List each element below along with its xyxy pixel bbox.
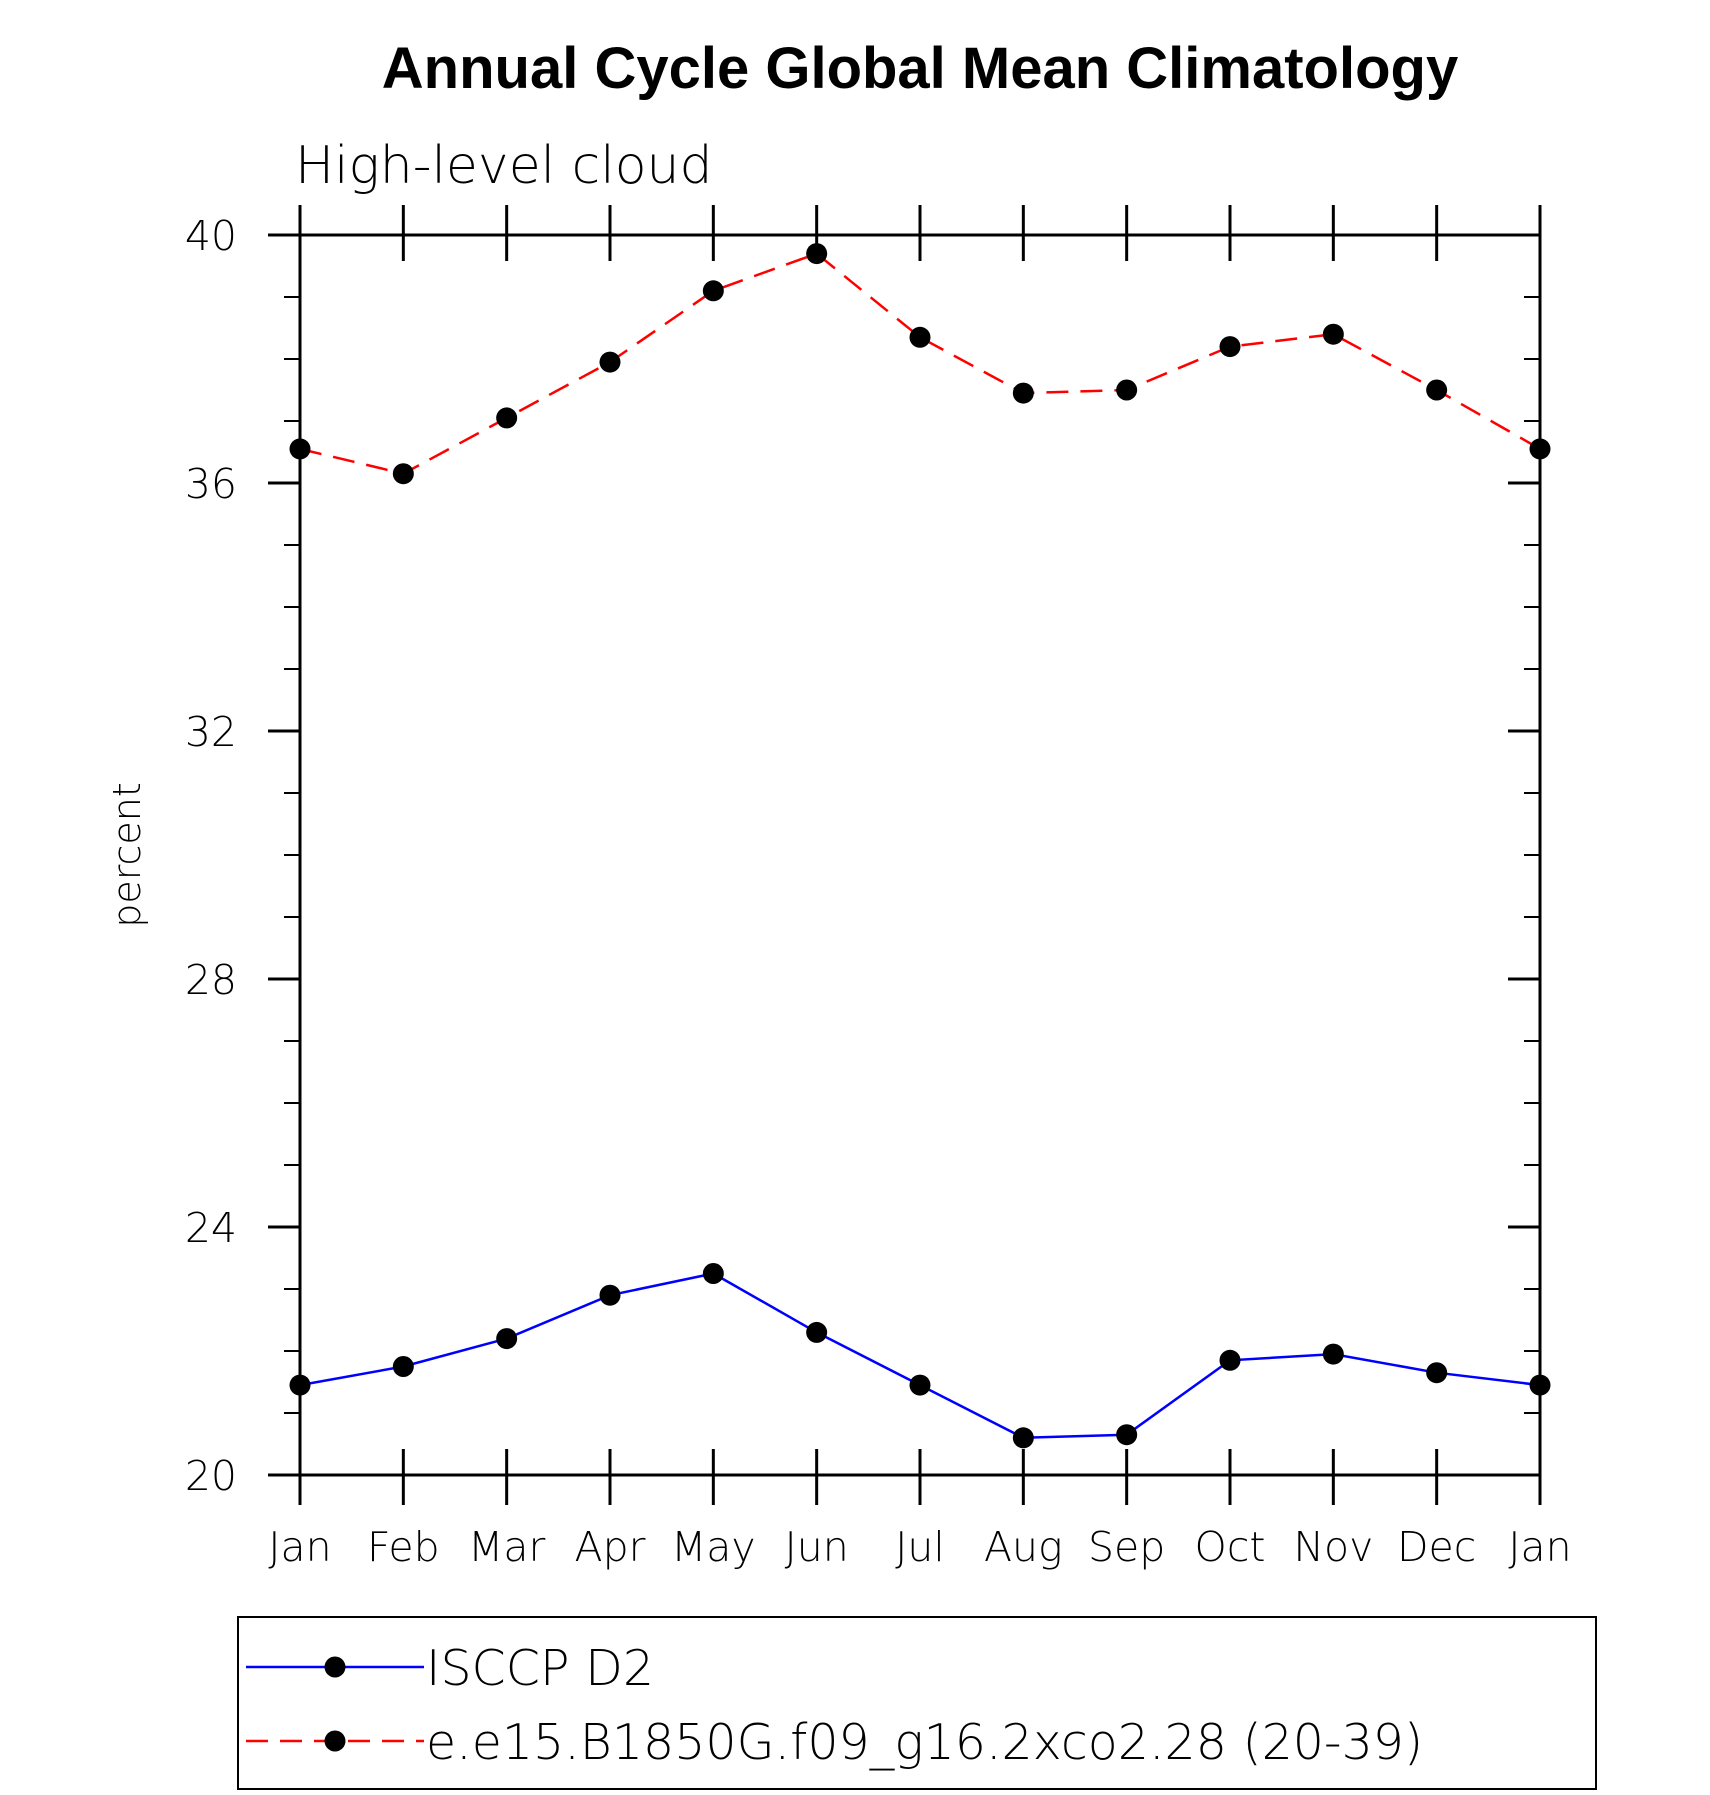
data-point bbox=[1426, 1362, 1448, 1384]
legend-marker-2 bbox=[324, 1730, 346, 1752]
legend-label-2: e.e15.B1850G.f09_g16.2xco2.28 (20-39) bbox=[426, 1714, 1423, 1771]
x-axis: Jan Feb Mar Apr May Jun Jul Aug Sep Oct Nov Dec Jan bbox=[268, 205, 1572, 1571]
y-axis: 20 24 28 32 36 40 bbox=[185, 212, 1540, 1500]
data-point bbox=[1116, 1424, 1138, 1446]
chart-title: Annual Cycle Global Mean Climatology bbox=[382, 36, 1458, 101]
x-tick-label: Aug bbox=[984, 1523, 1063, 1571]
series-layer bbox=[289, 243, 1551, 1449]
data-point bbox=[1529, 438, 1551, 460]
data-point bbox=[599, 351, 621, 373]
x-tick-label: Mar bbox=[468, 1523, 545, 1571]
data-point bbox=[702, 280, 724, 302]
data-point bbox=[1322, 1343, 1344, 1365]
y-tick-label: 40 bbox=[185, 212, 237, 260]
chart-subtitle: High-level cloud bbox=[295, 136, 712, 196]
x-tick-label: May bbox=[671, 1523, 756, 1571]
data-point bbox=[1012, 382, 1034, 404]
series-line-1 bbox=[299, 1272, 1541, 1440]
series-line-2 bbox=[299, 252, 1541, 476]
x-tick-label: Apr bbox=[575, 1523, 646, 1571]
data-point bbox=[1219, 336, 1241, 358]
legend-marker-1 bbox=[324, 1656, 346, 1678]
data-point bbox=[909, 326, 931, 348]
legend: ISCCP D2 e.e15.B1850G.f09_g16.2xco2.28 (2… bbox=[246, 1640, 1423, 1771]
x-tick-label: Jan bbox=[268, 1523, 331, 1571]
y-axis-label: percent bbox=[105, 782, 149, 928]
y-tick-label: 28 bbox=[185, 956, 237, 1004]
y-tick-label: 32 bbox=[185, 708, 237, 756]
data-point bbox=[1322, 323, 1344, 345]
data-point bbox=[1529, 1374, 1551, 1396]
data-point bbox=[392, 1356, 414, 1377]
x-tick-label: Dec bbox=[1397, 1523, 1476, 1571]
x-tick-label: Jul bbox=[895, 1523, 944, 1571]
data-point bbox=[1012, 1427, 1034, 1449]
data-point bbox=[1426, 379, 1448, 401]
legend-label-1: ISCCP D2 bbox=[426, 1640, 654, 1697]
x-tick-label: Sep bbox=[1088, 1523, 1165, 1571]
data-point bbox=[392, 463, 414, 485]
y-tick-label: 36 bbox=[185, 460, 237, 508]
x-tick-label: Jan bbox=[1508, 1523, 1571, 1571]
data-point bbox=[599, 1284, 621, 1306]
x-tick-label: Feb bbox=[367, 1523, 440, 1571]
data-point bbox=[1116, 379, 1138, 401]
x-tick-label: Oct bbox=[1195, 1523, 1266, 1571]
x-tick-label: Nov bbox=[1293, 1523, 1373, 1571]
data-point bbox=[806, 243, 828, 265]
legend-box bbox=[237, 1616, 1597, 1790]
data-point bbox=[702, 1263, 724, 1284]
x-tick-label: Jun bbox=[785, 1523, 849, 1571]
data-point bbox=[289, 438, 311, 460]
data-point bbox=[909, 1374, 931, 1396]
data-point bbox=[806, 1321, 828, 1343]
y-tick-label: 20 bbox=[185, 1452, 237, 1500]
y-tick-label: 24 bbox=[185, 1204, 237, 1252]
data-point bbox=[289, 1374, 311, 1396]
data-point bbox=[1219, 1349, 1241, 1371]
data-point bbox=[496, 407, 518, 429]
plot-frame bbox=[298, 233, 1542, 1477]
data-point bbox=[496, 1328, 518, 1350]
